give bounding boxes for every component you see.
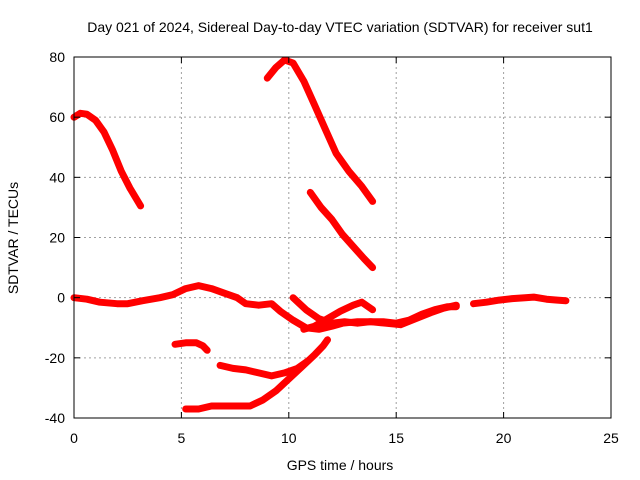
y-tick-label: 20 [49, 230, 65, 246]
series-line-arc-2 [263, 56, 377, 205]
series-line-arc-1 [70, 109, 145, 210]
grid [74, 57, 611, 418]
series-line-arc-3 [306, 188, 377, 272]
y-tick-label: 60 [49, 109, 65, 125]
y-axis-label: SDTVAR / TECUs [5, 182, 21, 294]
chart-title: Day 021 of 2024, Sidereal Day-to-day VTE… [87, 19, 593, 35]
y-tick-label: -40 [45, 410, 65, 426]
y-tick-label: 80 [49, 49, 65, 65]
series-line-arc-6 [300, 298, 377, 333]
x-tick-label: 10 [281, 430, 297, 446]
y-tick-label: -20 [45, 350, 65, 366]
x-tick-label: 15 [388, 430, 404, 446]
x-ticks: 0 5 10 15 20 25 [70, 57, 619, 446]
series-line-arc-7 [470, 293, 570, 308]
x-tick-label: 5 [178, 430, 186, 446]
series-line-arc-8 [171, 339, 211, 354]
series-line-arc-10 [216, 357, 312, 380]
y-ticks: -40 -20 0 20 40 60 80 [45, 49, 611, 426]
x-axis-label: GPS time / hours [287, 457, 394, 473]
x-tick-label: 0 [70, 430, 78, 446]
y-tick-label: 40 [49, 169, 65, 185]
y-tick-label: 0 [57, 290, 65, 306]
x-tick-label: 25 [603, 430, 619, 446]
x-tick-label: 20 [496, 430, 512, 446]
series-group [70, 56, 570, 413]
series-line-arc-9 [182, 336, 331, 413]
